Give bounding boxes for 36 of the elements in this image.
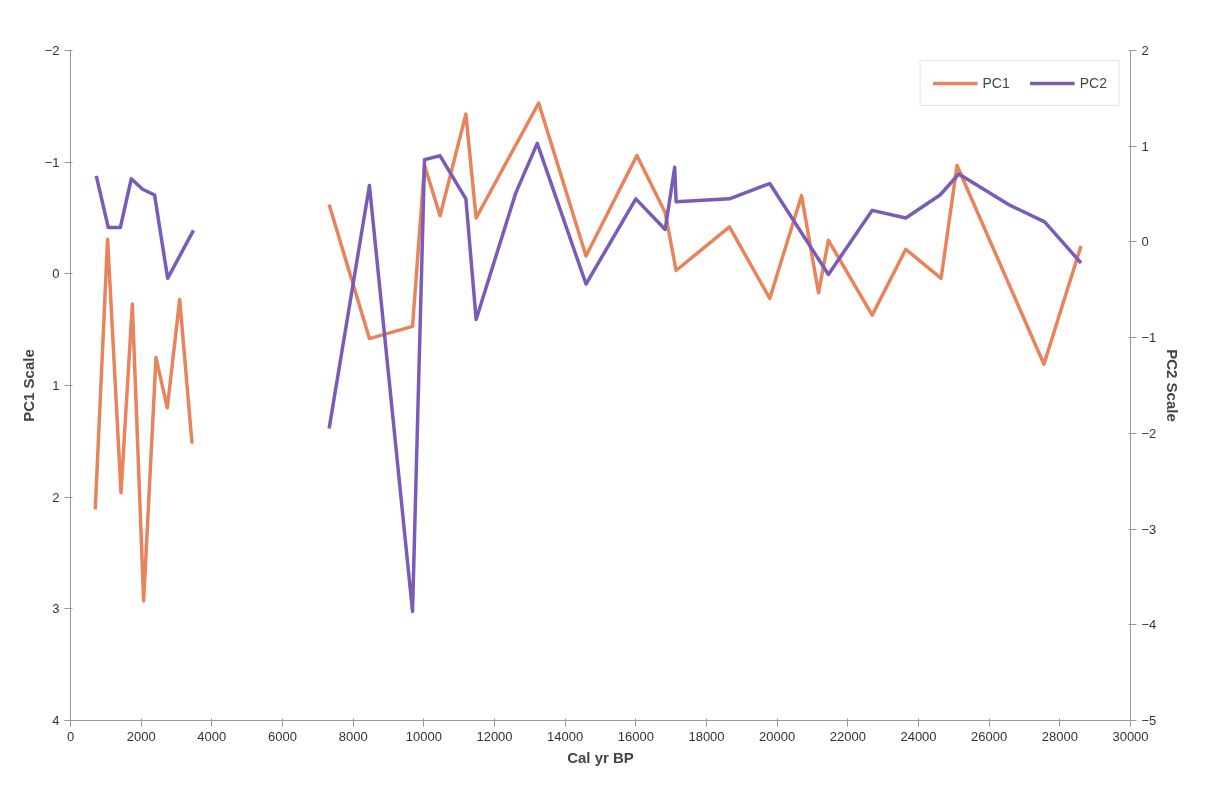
y2-axis-title: PC2 Scale (1164, 349, 1182, 422)
y2-tick-label: −5 (1141, 713, 1157, 728)
x-tick-label: 18000 (688, 728, 725, 744)
y2-tick-label: 2 (1141, 43, 1149, 58)
x-tick-label: 2000 (126, 728, 156, 744)
legend-label: PC2 (1079, 75, 1107, 91)
x-tick-label: 22000 (829, 728, 866, 744)
y2-tick-label: −1 (1141, 330, 1157, 346)
y2-tick-label: −2 (1141, 425, 1157, 441)
y2-tick-label: −3 (1141, 521, 1157, 537)
x-tick-label: 4000 (197, 728, 227, 744)
x-tick-label: 30000 (1112, 728, 1149, 744)
x-tick-label: 20000 (759, 728, 796, 744)
x-axis-title: Cal yr BP (567, 748, 634, 766)
x-tick-label: 12000 (476, 728, 513, 744)
x-tick-label: 0 (66, 728, 75, 744)
y-tick-label: 1 (52, 378, 60, 393)
x-tick-label: 16000 (617, 728, 654, 744)
x-tick-label: 6000 (268, 728, 297, 744)
y-tick-label: 4 (52, 713, 60, 728)
y2-tick-label: 0 (1141, 234, 1149, 250)
y-tick-label: 2 (52, 489, 60, 505)
x-tick-label: 26000 (971, 728, 1008, 744)
y2-tick-label: 1 (1141, 138, 1149, 154)
y2-tick-label: −4 (1141, 617, 1157, 633)
legend-label: PC1 (982, 75, 1010, 91)
y-tick-label: 0 (52, 266, 60, 282)
y-tick-label: −2 (44, 43, 60, 58)
x-tick-label: 24000 (900, 728, 937, 744)
x-tick-label: 28000 (1041, 728, 1078, 744)
x-tick-label: 14000 (547, 728, 584, 744)
y-tick-label: 3 (52, 601, 60, 617)
y-tick-label: −1 (44, 154, 60, 170)
x-tick-label: 8000 (338, 728, 368, 744)
y-axis-title: PC1 Scale (19, 349, 37, 422)
x-tick-label: 10000 (405, 728, 442, 744)
